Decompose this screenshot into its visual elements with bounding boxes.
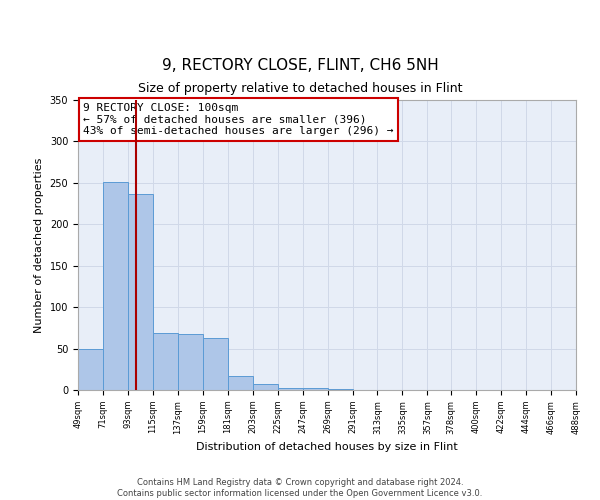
Bar <box>302 388 328 390</box>
X-axis label: Distribution of detached houses by size in Flint: Distribution of detached houses by size … <box>196 442 458 452</box>
Bar <box>103 182 128 390</box>
Bar <box>278 388 302 390</box>
Text: Size of property relative to detached houses in Flint: Size of property relative to detached ho… <box>138 82 462 95</box>
Text: 9 RECTORY CLOSE: 100sqm
← 57% of detached houses are smaller (396)
43% of semi-d: 9 RECTORY CLOSE: 100sqm ← 57% of detache… <box>83 103 394 136</box>
Bar <box>328 389 353 390</box>
Bar <box>253 384 278 390</box>
Bar <box>228 376 253 390</box>
Y-axis label: Number of detached properties: Number of detached properties <box>34 158 44 332</box>
Bar <box>128 194 153 390</box>
Text: 9, RECTORY CLOSE, FLINT, CH6 5NH: 9, RECTORY CLOSE, FLINT, CH6 5NH <box>161 58 439 72</box>
Bar <box>178 334 203 390</box>
Bar <box>203 338 228 390</box>
Text: Contains HM Land Registry data © Crown copyright and database right 2024.
Contai: Contains HM Land Registry data © Crown c… <box>118 478 482 498</box>
Bar <box>153 333 178 390</box>
Bar <box>78 348 103 390</box>
